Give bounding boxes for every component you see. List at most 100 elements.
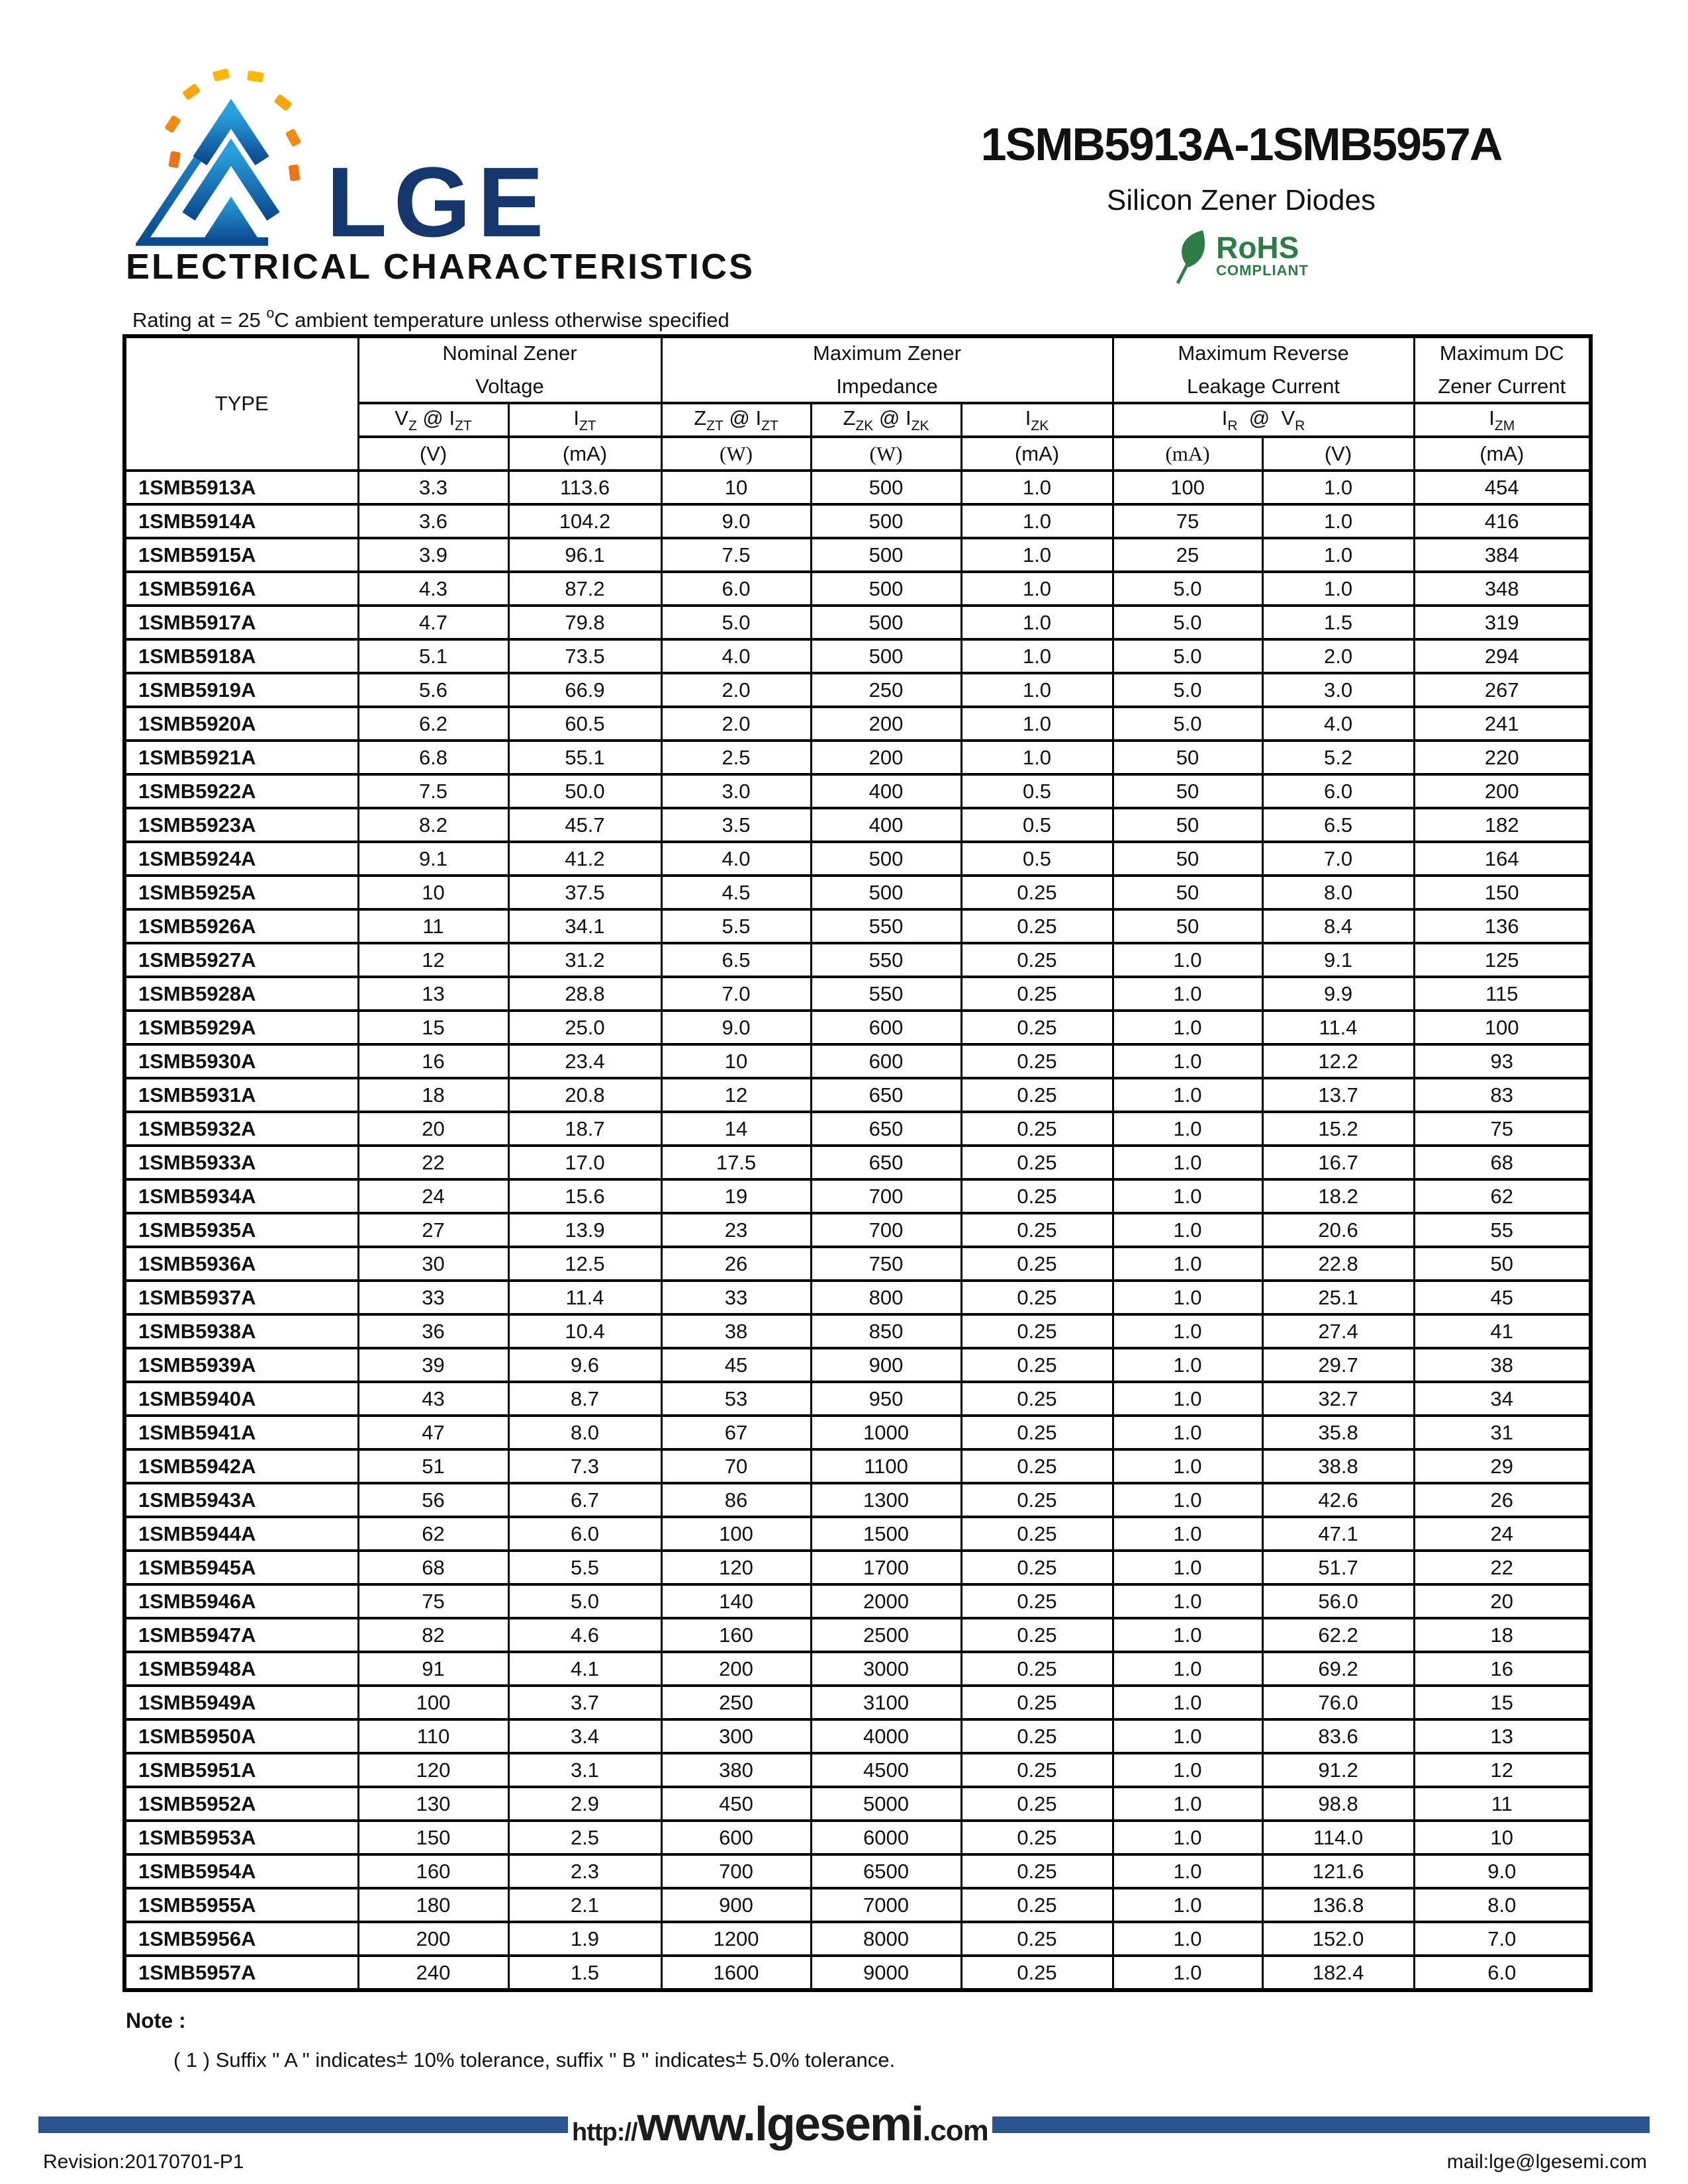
value-cell: 11.4 [1261, 1009, 1415, 1046]
value-cell: 0.5 [960, 807, 1114, 843]
value-cell: 27 [357, 1212, 510, 1248]
value-cell: 4.0 [660, 841, 812, 877]
value-cell: 500 [810, 570, 962, 607]
value-cell: 82 [357, 1617, 510, 1653]
website-url[interactable]: http://www.lgesemi .com [568, 2097, 992, 2152]
value-cell: 2.5 [660, 739, 812, 776]
value-cell: 900 [660, 1887, 812, 1923]
value-cell: 1.0 [1111, 1651, 1264, 1687]
table-row: 1SMB5938A 36 10.4 38 850 0.25 1.0 27.4 41 [123, 1313, 1592, 1349]
value-cell: 1.0 [1111, 1279, 1264, 1316]
value-cell: 8.2 [357, 807, 510, 843]
value-cell: 50 [1413, 1246, 1592, 1282]
value-cell: 41.2 [507, 841, 663, 877]
value-cell: 4.0 [1261, 705, 1415, 742]
type-cell: 1SMB5934A [123, 1178, 359, 1214]
rating-suffix: C ambient temperature unless otherwise s… [274, 308, 729, 332]
rating-note: Rating at = 25 oC ambient temperature un… [132, 306, 729, 332]
value-cell: 3.9 [357, 537, 510, 573]
value-cell: 9.0 [1413, 1853, 1592, 1889]
value-cell: 42.6 [1261, 1482, 1415, 1518]
type-cell: 1SMB5944A [123, 1516, 359, 1552]
value-cell: 3.4 [507, 1718, 663, 1754]
type-cell: 1SMB5954A [123, 1853, 359, 1889]
footer: http://www.lgesemi .com [38, 2088, 1650, 2161]
value-cell: 182.4 [1261, 1954, 1415, 1991]
value-cell: 50 [1111, 908, 1264, 944]
value-cell: 9000 [810, 1954, 962, 1991]
type-cell: 1SMB5942A [123, 1448, 359, 1484]
value-cell: 83.6 [1261, 1718, 1415, 1754]
value-cell: 19 [660, 1178, 812, 1214]
value-cell: 9.1 [357, 841, 510, 877]
unit-cell: (mA) [1413, 435, 1592, 472]
value-cell: 0.25 [960, 1718, 1114, 1754]
value-cell: 23.4 [507, 1043, 663, 1079]
contact-email[interactable]: mail:lge@lgesemi.com [1446, 2151, 1647, 2173]
value-cell: 0.25 [960, 1313, 1114, 1349]
value-cell: 1.0 [960, 672, 1114, 708]
value-cell: 0.25 [960, 1516, 1114, 1552]
value-cell: 51 [357, 1448, 510, 1484]
value-cell: 10 [660, 1043, 812, 1079]
value-cell: 500 [810, 537, 962, 573]
value-cell: 150 [357, 1819, 510, 1856]
value-cell: 115 [1413, 976, 1592, 1012]
value-cell: 6.5 [1261, 807, 1415, 843]
value-cell: 7.0 [1413, 1921, 1592, 1957]
value-cell: 1700 [810, 1549, 962, 1586]
value-cell: 121.6 [1261, 1853, 1415, 1889]
value-cell: 100 [1413, 1009, 1592, 1046]
unit-cell: (W) [810, 435, 962, 472]
value-cell: 600 [810, 1043, 962, 1079]
value-cell: 100 [357, 1684, 510, 1721]
value-cell: 104.2 [507, 503, 663, 539]
value-cell: 200 [810, 705, 962, 742]
value-cell: 10.4 [507, 1313, 663, 1349]
value-cell: 10 [357, 874, 510, 911]
value-cell: 15 [357, 1009, 510, 1046]
value-cell: 7.0 [1261, 841, 1415, 877]
value-cell: 348 [1413, 570, 1592, 607]
table-row: 1SMB5926A 11 34.1 5.5 550 0.25 50 8.4 136 [123, 908, 1592, 944]
value-cell: 26 [660, 1246, 812, 1282]
value-cell: 0.25 [960, 1684, 1114, 1721]
value-cell: 2.9 [507, 1786, 663, 1822]
plus-minus-symbol: ± [735, 2045, 747, 2068]
value-cell: 20.6 [1261, 1212, 1415, 1248]
value-cell: 37.5 [507, 874, 663, 911]
mountain-icon [134, 99, 280, 246]
value-cell: 0.25 [960, 1651, 1114, 1687]
value-cell: 220 [1413, 739, 1592, 776]
value-cell: 294 [1413, 638, 1592, 674]
type-cell: 1SMB5953A [123, 1819, 359, 1856]
value-cell: 4.0 [660, 638, 812, 674]
value-cell: 400 [810, 807, 962, 843]
value-cell: 27.4 [1261, 1313, 1415, 1349]
value-cell: 15.6 [507, 1178, 663, 1214]
value-cell: 1.0 [960, 469, 1114, 506]
value-cell: 41 [1413, 1313, 1592, 1349]
value-cell: 650 [810, 1144, 962, 1181]
value-cell: 1.0 [1111, 1212, 1264, 1248]
value-cell: 0.25 [960, 1178, 1114, 1214]
value-cell: 4500 [810, 1752, 962, 1788]
value-cell: 1.0 [1261, 469, 1415, 506]
value-cell: 62.2 [1261, 1617, 1415, 1653]
value-cell: 45 [660, 1347, 812, 1383]
unit-cell: (mA) [507, 435, 663, 472]
value-cell: 750 [810, 1246, 962, 1282]
value-cell: 13.9 [507, 1212, 663, 1248]
value-cell: 100 [1111, 469, 1264, 506]
type-cell: 1SMB5931A [123, 1077, 359, 1113]
table-row: 1SMB5928A 13 28.8 7.0 550 0.25 1.0 9.9 115 [123, 976, 1592, 1012]
table-row: 1SMB5932A 20 18.7 14 650 0.25 1.0 15.2 75 [123, 1111, 1592, 1147]
type-cell: 1SMB5919A [123, 672, 359, 708]
value-cell: 0.5 [960, 773, 1114, 809]
degree-symbol: o [266, 306, 275, 321]
type-cell: 1SMB5928A [123, 976, 359, 1012]
type-cell: 1SMB5951A [123, 1752, 359, 1788]
type-cell: 1SMB5933A [123, 1144, 359, 1181]
value-cell: 66.9 [507, 672, 663, 708]
